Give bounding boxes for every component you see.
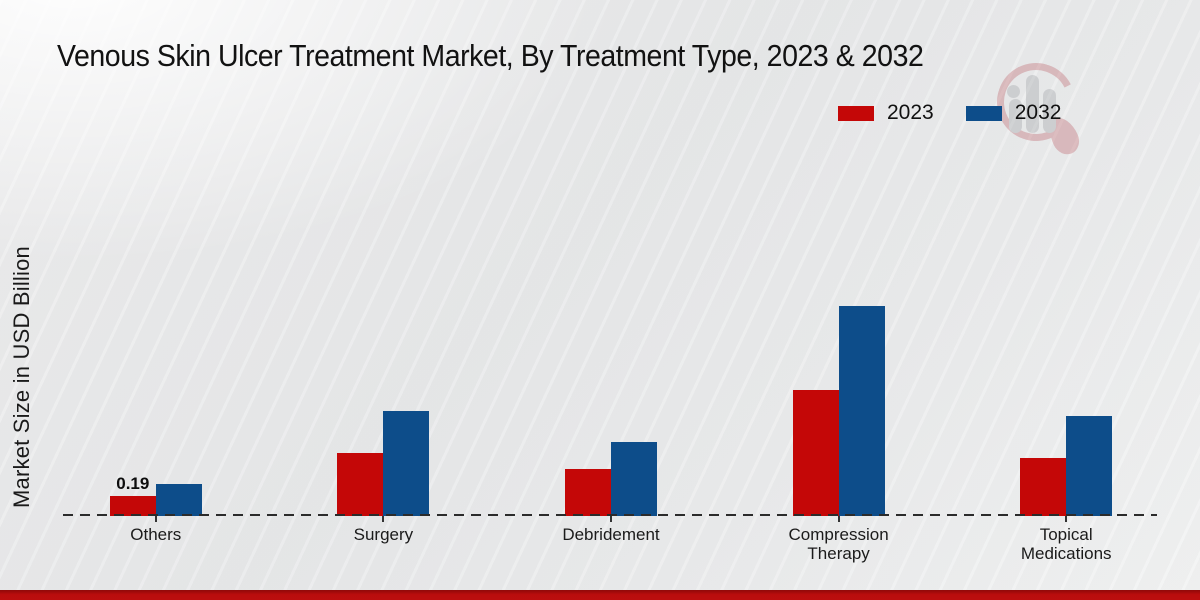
bar-2023-surgery: [337, 453, 384, 516]
x-axis-baseline: [63, 514, 1157, 516]
bar-2032-surgery: [383, 411, 430, 516]
bar-2032-compression-therapy: [838, 306, 885, 516]
x-axis-category-label: Debridement: [562, 525, 660, 544]
x-axis-tick: [837, 516, 840, 522]
x-axis-category-label: Topical Medications: [1020, 525, 1112, 563]
bar-2032-others: [155, 484, 202, 516]
x-axis-tick: [610, 516, 612, 522]
x-axis-tick: [382, 516, 385, 522]
bar-2032-debridement: [611, 442, 657, 516]
legend-label-2032: 2032: [1014, 101, 1062, 124]
bar-2023-debridement: [565, 469, 611, 516]
bar-value-label: 0.19: [116, 474, 150, 493]
legend-item-2032: 2032: [965, 101, 1062, 125]
bottom-accent-bar: [0, 590, 1200, 600]
bar-2023-topical-medications: [1020, 458, 1067, 516]
x-axis-tick: [154, 516, 157, 522]
watermark-dot-icon: [1007, 85, 1020, 98]
watermark-bar-icon: [1009, 99, 1022, 133]
legend-swatch-2032: [965, 105, 1002, 121]
bar-2023-others: [109, 496, 156, 516]
watermark-bar-icon: [1043, 89, 1056, 133]
chart-title: Venous Skin Ulcer Treatment Market, By T…: [57, 38, 924, 73]
bar-2023-compression-therapy: [792, 390, 839, 516]
legend-item-2023: 2023: [838, 101, 934, 125]
legend-label-2023: 2023: [887, 101, 934, 124]
mrfr-logo-watermark: [986, 52, 1087, 159]
x-axis-category-label: Compression Therapy: [788, 525, 889, 563]
watermark-bar-icon: [1026, 75, 1039, 133]
bar-2032-topical-medications: [1066, 416, 1113, 516]
legend-swatch-2023: [838, 105, 874, 121]
legend: 2023 2032: [838, 101, 1061, 125]
x-axis-category-label: Others: [130, 525, 182, 544]
x-axis-tick: [1065, 516, 1068, 522]
x-axis-category-label: Surgery: [353, 525, 414, 544]
